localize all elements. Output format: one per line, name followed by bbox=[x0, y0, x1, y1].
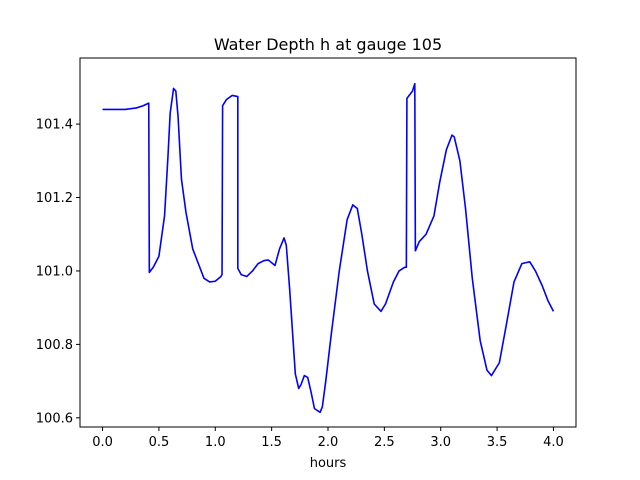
x-axis-label: hours bbox=[310, 456, 347, 471]
x-tick-label: 3.0 bbox=[430, 435, 451, 450]
y-axis: 100.6 100.8 101.0 101.2 101.4 bbox=[36, 118, 80, 426]
plot-area bbox=[102, 82, 555, 414]
y-tick-label: 101.0 bbox=[36, 264, 73, 279]
x-tick-label: 2.0 bbox=[318, 435, 339, 450]
x-tick-label: 2.5 bbox=[374, 435, 395, 450]
x-tick-label: 0.5 bbox=[149, 435, 170, 450]
x-axis: 0.0 0.5 1.0 1.5 2.0 2.5 3.0 3.5 4.0 bbox=[92, 427, 564, 450]
x-tick-label: 4.0 bbox=[543, 435, 564, 450]
y-tick-label: 101.4 bbox=[36, 118, 73, 133]
y-tick-label: 100.8 bbox=[36, 338, 73, 353]
x-tick-label: 1.5 bbox=[261, 435, 282, 450]
x-tick-label: 0.0 bbox=[92, 435, 113, 450]
y-tick-label: 101.2 bbox=[36, 191, 73, 206]
chart-title: Water Depth h at gauge 105 bbox=[214, 35, 442, 54]
plot-frame bbox=[79, 57, 577, 428]
x-tick-label: 1.0 bbox=[205, 435, 226, 450]
y-tick-label: 100.6 bbox=[36, 411, 73, 426]
series-line-0 bbox=[102, 82, 555, 414]
x-tick-label: 3.5 bbox=[487, 435, 508, 450]
